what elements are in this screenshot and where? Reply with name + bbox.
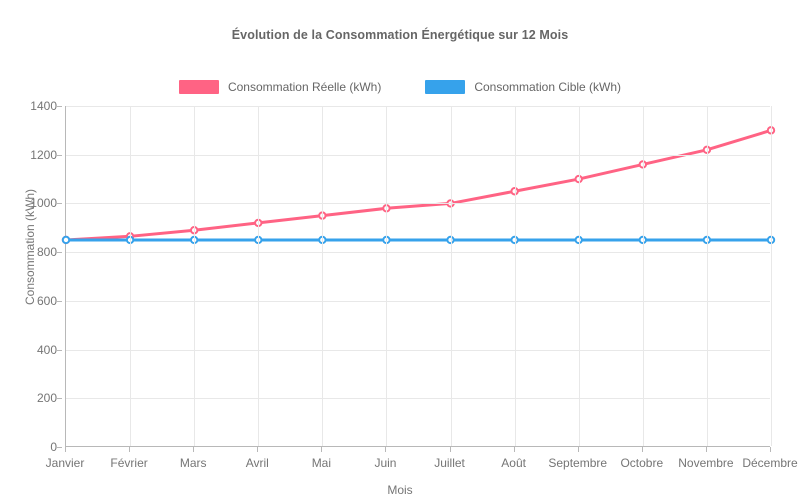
- data-point-marker[interactable]: [61, 235, 71, 245]
- data-point-marker[interactable]: [382, 235, 391, 245]
- gridline-vertical: [642, 106, 644, 446]
- x-axis-ticks: Janvier Février Mars Avril Mai Juin Juillet Aoû…: [46, 447, 798, 477]
- x-tick-label: Mars: [179, 456, 207, 470]
- gridline-vertical: [450, 106, 452, 446]
- x-tick-mark: [257, 447, 259, 452]
- x-tick-mark: [193, 447, 195, 452]
- gridline-horizontal: [66, 106, 770, 107]
- y-tick-mark: [57, 252, 62, 254]
- data-point-marker[interactable]: [766, 235, 776, 245]
- y-tick-mark: [57, 447, 62, 448]
- x-tick-label: Décembre: [742, 456, 798, 470]
- series-canvas: [61, 126, 776, 245]
- gridline-horizontal: [66, 300, 770, 302]
- x-tick-label: Août: [501, 456, 526, 470]
- plot-area: [61, 106, 776, 447]
- x-tick-label: Octobre: [620, 456, 664, 470]
- x-tick-mark: [385, 447, 387, 452]
- legend-label-consommation-reelle: Consommation Réelle (kWh): [227, 80, 382, 94]
- legend-item-consommation-reelle[interactable]: Consommation Réelle (kWh): [178, 80, 382, 94]
- x-tick-label: Février: [110, 456, 148, 470]
- y-axis-title: Consommation (kWh): [23, 188, 37, 306]
- y-tick-label: 400: [36, 342, 57, 357]
- y-tick-label: 1400: [30, 99, 57, 113]
- gridline-horizontal: [66, 203, 770, 205]
- y-tick-mark: [57, 203, 62, 205]
- x-tick-label: Juin: [374, 456, 397, 470]
- x-tick-label: Juillet: [434, 456, 465, 470]
- gridline-horizontal: [66, 398, 770, 400]
- legend-label-consommation-cible: Consommation Cible (kWh): [474, 80, 622, 94]
- y-tick-mark: [57, 349, 62, 351]
- x-tick-mark: [577, 447, 579, 452]
- x-tick-label: Avril: [245, 456, 269, 470]
- x-tick-mark: [513, 447, 515, 452]
- y-tick-label: 1000: [30, 196, 57, 211]
- y-tick-mark: [57, 398, 62, 400]
- gridline-vertical: [514, 106, 516, 446]
- x-tick-mark: [770, 447, 771, 452]
- x-tick-label: Novembre: [678, 456, 734, 470]
- y-tick-mark: [57, 300, 62, 302]
- y-tick-mark: [57, 154, 62, 156]
- x-tick-label: Septembre: [548, 456, 608, 470]
- gridline-horizontal: [66, 154, 770, 156]
- x-tick-mark: [129, 447, 131, 452]
- chart-title: Évolution de la Consommation Énergétique…: [231, 28, 569, 42]
- gridline-vertical: [578, 106, 580, 446]
- gridline-vertical: [322, 106, 324, 446]
- gridline-horizontal: [66, 349, 770, 351]
- x-axis-title: Mois: [387, 483, 413, 497]
- gridline-vertical: [771, 106, 772, 446]
- y-tick-label: 800: [36, 245, 57, 260]
- y-tick-label: 0: [50, 440, 57, 454]
- gridline-vertical: [130, 106, 132, 446]
- legend-swatch-consommation-cible: [425, 80, 466, 94]
- y-tick-mark: [57, 106, 62, 107]
- legend-item-consommation-cible[interactable]: Consommation Cible (kWh): [425, 80, 621, 94]
- legend-swatch-consommation-reelle: [178, 80, 219, 94]
- x-tick-label: Mai: [311, 456, 332, 470]
- x-tick-label: Janvier: [45, 456, 85, 470]
- y-tick-label: 600: [36, 293, 57, 308]
- x-tick-mark: [65, 447, 66, 452]
- gridline-vertical: [194, 106, 196, 446]
- gridline-vertical: [706, 106, 708, 446]
- gridline-vertical: [386, 106, 388, 446]
- y-axis-ticks: 0 200 400 600 800 1000 1200 1400: [0, 99, 62, 454]
- x-tick-mark: [705, 447, 707, 452]
- data-point-marker[interactable]: [766, 126, 776, 135]
- data-point-marker[interactable]: [382, 204, 391, 213]
- gridline-vertical: [258, 106, 260, 446]
- series-line: [64, 128, 773, 242]
- x-tick-mark: [449, 447, 451, 452]
- y-tick-label: 200: [36, 391, 57, 406]
- x-tick-mark: [321, 447, 323, 452]
- y-tick-label: 1200: [30, 147, 57, 162]
- gridline-horizontal: [66, 252, 770, 254]
- x-tick-mark: [641, 447, 643, 452]
- chart-legend: Consommation Réelle (kWh) Consommation C…: [0, 80, 800, 94]
